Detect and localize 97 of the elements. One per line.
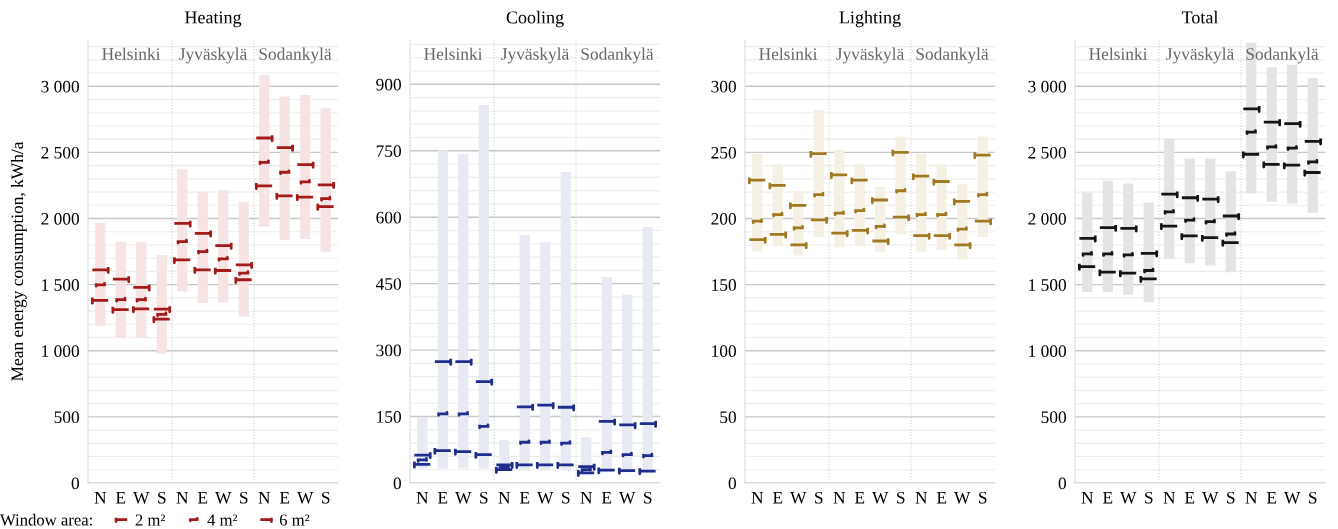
- y-tick-label: 150: [377, 411, 401, 423]
- x-tick-label: E: [115, 492, 126, 504]
- x-tick-label: N: [1163, 492, 1176, 504]
- x-tick-label: S: [979, 491, 987, 504]
- x-tick-label: S: [1309, 491, 1317, 504]
- x-tick-label: W: [790, 492, 807, 504]
- x-tick-label: W: [1284, 492, 1301, 504]
- x-tick-label: S: [240, 491, 248, 504]
- x-tick-label: N: [1245, 492, 1258, 504]
- chart-title: Cooling: [506, 10, 564, 28]
- x-tick-label: S: [322, 491, 330, 504]
- x-tick-label: E: [437, 492, 448, 504]
- y-tick-label: 1 500: [42, 279, 79, 291]
- x-tick-label: E: [279, 492, 290, 504]
- x-tick-label: N: [915, 492, 928, 504]
- x-tick-label: W: [872, 492, 889, 504]
- x-tick-label: W: [215, 492, 232, 504]
- annotation: Sodankylä: [916, 47, 989, 64]
- annotation: Helsinki: [759, 47, 818, 60]
- y-tick-label: 900: [376, 78, 401, 91]
- x-tick-label: E: [1266, 492, 1277, 504]
- x-tick-label: S: [1227, 491, 1235, 504]
- y-tick-label: 50: [720, 411, 736, 424]
- y-tick-label: 2 500: [41, 146, 79, 159]
- x-tick-label: N: [498, 492, 511, 504]
- y-tick-label: 2 000: [41, 213, 79, 225]
- x-tick-label: S: [562, 491, 570, 504]
- y-tick-label: 250: [711, 146, 736, 159]
- x-tick-label: E: [936, 492, 947, 504]
- x-tick-label: E: [197, 492, 208, 504]
- y-tick-label: 750: [376, 145, 401, 157]
- x-tick-label: W: [133, 492, 150, 504]
- x-tick-label: E: [519, 492, 530, 504]
- annotation: Helsinki: [1089, 47, 1148, 60]
- y-tick-label: 0: [393, 477, 401, 490]
- annotation: Helsinki: [102, 47, 161, 60]
- y-tick-label: 0: [728, 477, 736, 490]
- x-tick-label: W: [954, 492, 971, 504]
- x-tick-label: S: [644, 491, 652, 504]
- x-tick-label: W: [1120, 492, 1137, 504]
- y-tick-label: 300: [711, 80, 736, 93]
- x-tick-label: S: [480, 491, 488, 504]
- x-tick-label: S: [897, 491, 905, 504]
- y-tick-label: 1 000: [1029, 345, 1066, 357]
- x-tick-label: N: [176, 492, 189, 504]
- legend-label: 6 m²: [279, 514, 310, 526]
- x-tick-label: N: [416, 492, 429, 504]
- annotation: Sodankylä: [259, 47, 332, 64]
- y-tick-label: 1 000: [42, 345, 79, 357]
- y-tick-label: 2 000: [1028, 213, 1066, 225]
- x-tick-label: N: [258, 492, 271, 504]
- chart-title: Lighting: [839, 10, 901, 28]
- y-tick-label: 2 500: [1028, 146, 1066, 159]
- x-tick-label: E: [1184, 492, 1195, 504]
- y-tick-label: 1 500: [1029, 279, 1066, 291]
- annotation: Sodankylä: [1246, 47, 1319, 64]
- x-tick-label: E: [772, 492, 783, 504]
- chart-title: Heating: [184, 11, 242, 28]
- y-tick-label: 3 000: [41, 80, 79, 93]
- x-tick-label: W: [455, 492, 472, 504]
- x-tick-label: E: [854, 492, 865, 504]
- annotation: Jyväskylä: [1166, 47, 1234, 64]
- y-tick-label: 450: [375, 278, 401, 290]
- x-tick-label: N: [94, 492, 107, 504]
- y-tick-label: 3 000: [1028, 80, 1066, 93]
- y-tick-label: 200: [711, 213, 736, 225]
- y-tick-label: 0: [71, 477, 79, 490]
- x-tick-label: W: [297, 492, 314, 504]
- annotation: Jyväskylä: [836, 47, 904, 64]
- y-tick-label: 300: [376, 344, 401, 357]
- x-tick-label: N: [751, 492, 764, 504]
- annotation: Jyväskylä: [179, 47, 247, 64]
- legend-label: 4 m²: [207, 514, 238, 526]
- x-tick-label: S: [815, 491, 823, 504]
- y-tick-label: 500: [54, 411, 79, 424]
- x-tick-label: S: [1145, 491, 1153, 504]
- y-tick-label: 500: [1041, 411, 1066, 424]
- annotation: Sodankylä: [581, 47, 654, 64]
- legend-label: 2 m²: [135, 514, 166, 526]
- x-tick-label: E: [1102, 492, 1113, 504]
- legend-title: Window area:: [0, 513, 92, 526]
- x-tick-label: S: [158, 491, 166, 504]
- x-tick-label: N: [580, 492, 593, 504]
- x-tick-label: W: [1202, 492, 1219, 504]
- y-tick-label: 600: [376, 211, 401, 224]
- chart-title: Total: [1181, 10, 1219, 24]
- y-tick-label: 0: [1058, 477, 1066, 490]
- x-tick-label: N: [833, 492, 846, 504]
- x-tick-label: E: [601, 492, 612, 504]
- y-tick-label: 150: [712, 279, 736, 291]
- x-tick-label: N: [1081, 492, 1094, 504]
- x-tick-label: W: [537, 492, 554, 504]
- annotation: Jyväskylä: [501, 47, 569, 64]
- x-tick-label: W: [619, 492, 636, 504]
- annotation: Helsinki: [424, 47, 483, 60]
- y-tick-label: 100: [712, 345, 736, 357]
- y-axis-title: Mean energy consumption, kWh/a: [10, 141, 27, 381]
